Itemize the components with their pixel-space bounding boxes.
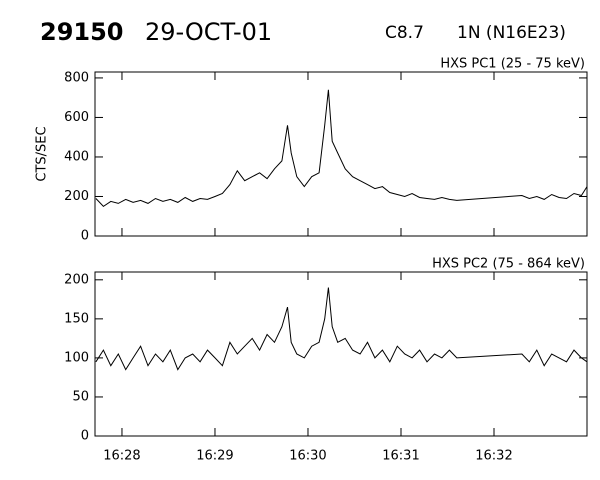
x-tick-label: 16:30 <box>289 449 326 464</box>
location: 1N (N16E23) <box>457 23 566 43</box>
data-line <box>95 89 588 208</box>
y-axis-label: CTS/SEC <box>35 126 50 181</box>
goes-class: C8.7 <box>385 23 424 43</box>
plot-frame <box>94 71 588 237</box>
x-tick-label: 16:31 <box>382 449 419 464</box>
y-tick-label: 200 <box>64 272 89 287</box>
panel-label: HXS PC2 (75 - 864 keV) <box>432 257 585 272</box>
x-tick-label: 16:29 <box>196 449 233 464</box>
data-line <box>95 287 588 371</box>
y-tick-label: 0 <box>81 229 89 244</box>
y-tick-label: 50 <box>72 389 89 404</box>
y-tick-label: 100 <box>64 350 89 365</box>
panel-label: HXS PC1 (25 - 75 keV) <box>440 57 585 72</box>
x-tick-label: 16:28 <box>103 449 140 464</box>
y-tick-label: 800 <box>64 70 89 85</box>
plot-frame <box>94 271 588 437</box>
y-tick-label: 200 <box>64 189 89 204</box>
y-tick-label: 600 <box>64 110 89 125</box>
date: 29-OCT-01 <box>145 18 272 46</box>
y-tick-label: 400 <box>64 149 89 164</box>
y-tick-label: 150 <box>64 311 89 326</box>
event-id: 29150 <box>40 18 124 46</box>
x-tick-label: 16:32 <box>475 449 512 464</box>
y-tick-label: 0 <box>81 429 89 444</box>
